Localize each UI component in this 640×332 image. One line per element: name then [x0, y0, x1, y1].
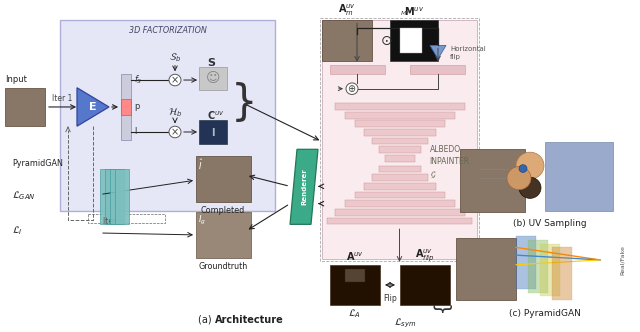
- FancyBboxPatch shape: [364, 129, 435, 136]
- Text: $\mathbf{M}^{uv}$: $\mathbf{M}^{uv}$: [404, 5, 424, 18]
- Text: ALBEDO
INPAINTER
$\mathcal{G}$: ALBEDO INPAINTER $\mathcal{G}$: [429, 145, 470, 180]
- Polygon shape: [528, 240, 548, 292]
- FancyBboxPatch shape: [371, 174, 428, 181]
- Text: $\mathcal{L}_{GAN}$: $\mathcal{L}_{GAN}$: [12, 189, 36, 202]
- Text: $\mathcal{L}_{I}$: $\mathcal{L}_{I}$: [12, 224, 22, 236]
- Text: $\mathcal{H}_b$: $\mathcal{H}_b$: [168, 106, 182, 119]
- Text: (c) PyramidGAN: (c) PyramidGAN: [509, 309, 581, 318]
- Polygon shape: [290, 149, 318, 224]
- FancyBboxPatch shape: [110, 169, 124, 224]
- FancyBboxPatch shape: [5, 88, 45, 126]
- Text: $\mathbf{A}^{uv}_{flip}$: $\mathbf{A}^{uv}_{flip}$: [415, 247, 435, 263]
- Text: $\oplus$: $\oplus$: [348, 83, 356, 94]
- FancyBboxPatch shape: [60, 20, 275, 211]
- FancyBboxPatch shape: [199, 67, 227, 90]
- FancyBboxPatch shape: [355, 121, 445, 127]
- FancyBboxPatch shape: [355, 192, 445, 198]
- Circle shape: [169, 126, 181, 138]
- Text: p: p: [134, 103, 140, 112]
- FancyBboxPatch shape: [456, 238, 516, 300]
- FancyBboxPatch shape: [378, 166, 420, 172]
- FancyBboxPatch shape: [400, 28, 422, 53]
- Polygon shape: [430, 45, 446, 59]
- Text: $\hat{I}$: $\hat{I}$: [198, 158, 204, 173]
- Text: (b) UV Sampling: (b) UV Sampling: [513, 218, 587, 227]
- Text: $\odot$: $\odot$: [380, 34, 392, 47]
- Text: E: E: [89, 102, 97, 112]
- FancyBboxPatch shape: [344, 112, 454, 119]
- Text: Iter 1: Iter 1: [52, 94, 72, 103]
- Polygon shape: [77, 88, 109, 126]
- Text: $\mathbf{S}$: $\mathbf{S}$: [207, 56, 216, 68]
- Polygon shape: [552, 247, 572, 300]
- FancyBboxPatch shape: [121, 74, 131, 140]
- FancyBboxPatch shape: [410, 65, 465, 74]
- Polygon shape: [516, 236, 536, 289]
- FancyBboxPatch shape: [330, 65, 385, 74]
- FancyBboxPatch shape: [330, 265, 380, 305]
- Text: Input: Input: [5, 75, 27, 84]
- FancyBboxPatch shape: [545, 142, 613, 211]
- FancyBboxPatch shape: [199, 121, 227, 143]
- Text: }: }: [430, 304, 449, 316]
- Circle shape: [516, 152, 544, 179]
- Text: ×: ×: [171, 127, 179, 137]
- Text: l: l: [134, 127, 136, 136]
- Circle shape: [519, 177, 541, 198]
- FancyBboxPatch shape: [105, 169, 119, 224]
- FancyBboxPatch shape: [344, 200, 454, 207]
- FancyBboxPatch shape: [385, 155, 415, 162]
- FancyBboxPatch shape: [345, 269, 365, 282]
- Text: 3D FACTORIZATION: 3D FACTORIZATION: [129, 27, 207, 36]
- Text: ☺: ☺: [205, 71, 220, 85]
- FancyBboxPatch shape: [390, 20, 438, 61]
- Text: Architecture: Architecture: [215, 314, 284, 325]
- FancyBboxPatch shape: [335, 103, 465, 110]
- Text: $\mathbf{A}_m^{uv}$: $\mathbf{A}_m^{uv}$: [338, 2, 356, 18]
- Text: $M^{ul}$: $M^{ul}$: [400, 9, 412, 19]
- Text: $\mathbf{A}^{uv}$: $\mathbf{A}^{uv}$: [346, 250, 364, 263]
- Text: $\mathbf{C}^{uv}$: $\mathbf{C}^{uv}$: [207, 110, 225, 122]
- Text: $\mathbf{I}$: $\mathbf{I}$: [211, 126, 215, 138]
- Text: (a): (a): [198, 314, 215, 325]
- Circle shape: [507, 167, 531, 190]
- Text: Completed: Completed: [201, 206, 245, 215]
- Text: $\mathcal{L}_A$: $\mathcal{L}_A$: [349, 307, 362, 320]
- Text: }: }: [231, 82, 257, 124]
- Text: Real/Fake: Real/Fake: [620, 245, 625, 275]
- Circle shape: [346, 83, 358, 95]
- FancyBboxPatch shape: [322, 20, 372, 61]
- Text: Groundtruth: Groundtruth: [198, 262, 248, 271]
- FancyBboxPatch shape: [327, 217, 472, 224]
- FancyBboxPatch shape: [100, 169, 114, 224]
- Text: $f_S$: $f_S$: [134, 74, 143, 86]
- FancyBboxPatch shape: [115, 169, 129, 224]
- FancyBboxPatch shape: [322, 20, 477, 259]
- Text: Horizontal
flip: Horizontal flip: [450, 46, 486, 60]
- Text: $\mathcal{S}_b$: $\mathcal{S}_b$: [169, 51, 181, 64]
- FancyBboxPatch shape: [400, 265, 450, 305]
- FancyBboxPatch shape: [364, 183, 435, 190]
- Text: Flip: Flip: [383, 293, 397, 302]
- Text: $I_g$: $I_g$: [198, 214, 206, 227]
- Circle shape: [519, 165, 527, 172]
- FancyBboxPatch shape: [460, 149, 525, 212]
- Text: PyramidGAN: PyramidGAN: [12, 159, 63, 168]
- Text: Iter 2: Iter 2: [103, 217, 123, 226]
- Text: Renderer: Renderer: [301, 168, 307, 205]
- FancyBboxPatch shape: [121, 99, 131, 115]
- FancyBboxPatch shape: [196, 156, 251, 202]
- FancyBboxPatch shape: [335, 209, 465, 216]
- Text: ×: ×: [171, 75, 179, 85]
- Circle shape: [169, 74, 181, 86]
- Text: $\mathcal{L}_{sym}$: $\mathcal{L}_{sym}$: [394, 317, 416, 330]
- Polygon shape: [540, 244, 560, 296]
- FancyBboxPatch shape: [196, 212, 251, 258]
- FancyBboxPatch shape: [371, 138, 428, 144]
- FancyBboxPatch shape: [378, 146, 420, 153]
